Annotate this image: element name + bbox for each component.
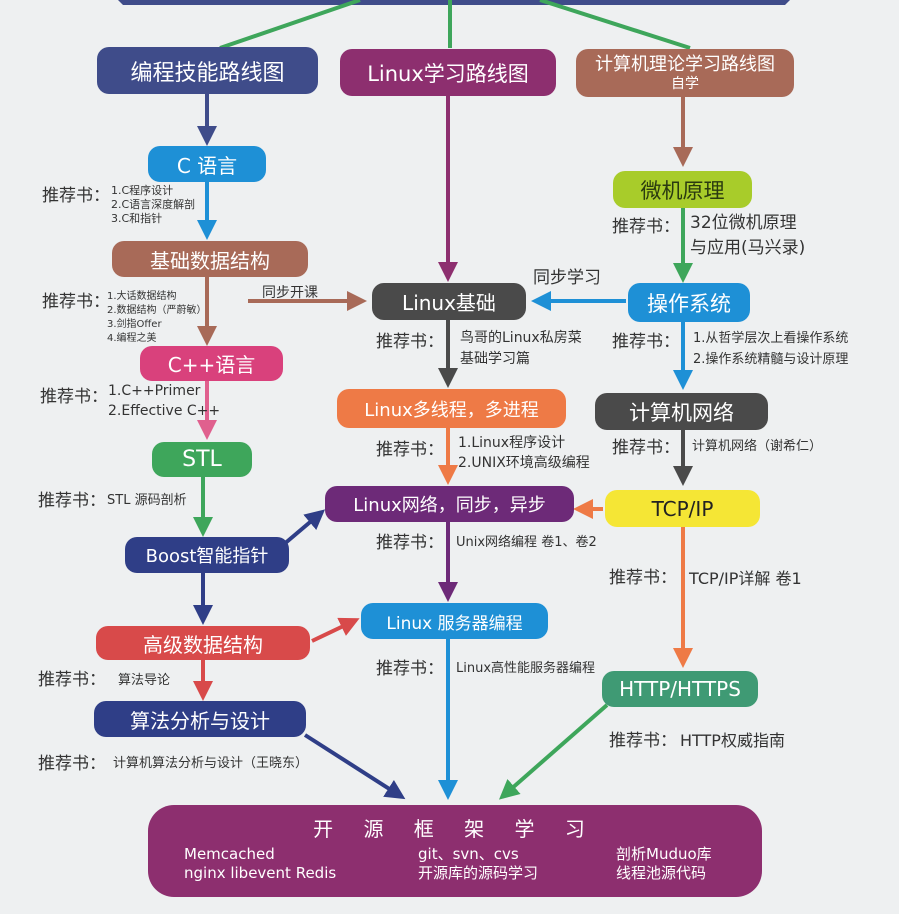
ds-book-1: 1.大话数据结构 [107,291,177,302]
c-book-2: 2.C语言深度解剖 [111,198,196,211]
advanced-data-structures-node: 高级数据结构 [96,626,310,660]
linux-server-node: Linux 服务器编程 [361,603,548,639]
tcpip-book: TCP/IP详解 卷1 [689,569,802,588]
linux-books-list: 鸟哥的Linux私房菜 基础学习篇 [460,328,582,370]
linux-roadmap-node: Linux学习路线图 [340,49,556,96]
open-source-framework-box: 开 源 框 架 学 习 Memcached nginx libevent Red… [148,805,762,897]
col1-line1: Memcached [184,845,275,863]
linux-books-tag: 推荐书： [376,332,444,352]
algo-books-tag: 推荐书： [38,754,106,774]
os-book-1: 1.从哲学层次上看操作系统 [693,331,849,346]
linux-book-2: 基础学习篇 [460,351,530,367]
algorithm-design-node: 算法分析与设计 [94,701,306,737]
linux-mt-book-1: 1.Linux程序设计 [458,435,566,451]
open-source-col3: 剖析Muduo库 线程池源代码 [616,845,712,883]
cpp-book-1: 1.C++Primer [108,383,201,399]
c-language-node: C 语言 [148,146,266,182]
linux-network-node: Linux网络，同步，异步 [325,486,574,522]
http-book: HTTP权威指南 [680,731,785,750]
sync-study-label: 同步学习 [533,268,601,288]
algo-book: 计算机算法分析与设计（王晓东） [113,756,309,771]
micro-books-list: 32位微机原理 与应用(马兴录) [690,211,805,261]
open-source-col1: Memcached nginx libevent Redis [184,845,336,883]
sync-course-label: 同步开课 [262,285,318,301]
ds-books-list: 1.大话数据结构 2.数据结构（严蔚敏） 3.剑指Offer 4.编程之美 [107,290,207,346]
stl-book: STL 源码剖析 [107,493,187,508]
stl-node: STL [152,442,252,477]
os-book-2: 2.操作系统精髓与设计原理 [693,352,849,367]
ds-book-2: 2.数据结构（严蔚敏） [107,305,207,316]
stl-books-tag: 推荐书： [38,491,106,511]
cpp-language-node: C++语言 [140,346,283,381]
open-source-title: 开 源 框 架 学 习 [313,817,597,841]
adv-ds-book: 算法导论 [118,673,171,688]
c-book-1: 1.C程序设计 [111,184,174,197]
cs-theory-title: 计算机理论学习路线图 [595,54,775,75]
ds-books-tag: 推荐书： [42,292,110,312]
os-books-list: 1.从哲学层次上看操作系统 2.操作系统精髓与设计原理 [693,328,848,370]
ds-book-3: 3.剑指Offer [107,319,162,330]
cs-theory-subtitle: 自学 [671,76,699,92]
server-book: Linux高性能服务器编程 [456,661,596,676]
linux-net-books-tag: 推荐书： [376,533,444,553]
cpp-books-tag: 推荐书： [40,387,108,407]
cpp-books-list: 1.C++Primer 2.Effective C++ [108,381,220,421]
cpp-book-2: 2.Effective C++ [108,403,221,419]
tcpip-books-tag: 推荐书： [609,568,677,588]
linux-mt-books-tag: 推荐书： [376,440,444,460]
c-book-3: 3.C和指针 [111,212,163,225]
c-books-tag: 推荐书： [42,186,110,206]
operating-system-node: 操作系统 [628,283,750,322]
boost-smart-pointer-node: Boost智能指针 [125,537,289,573]
col1-line2: nginx libevent Redis [184,864,337,882]
server-books-tag: 推荐书： [376,659,444,679]
linux-multithread-node: Linux多线程，多进程 [337,389,566,428]
http-books-tag: 推荐书： [609,731,677,751]
network-book: 计算机网络（谢希仁） [692,439,823,454]
ds-book-4: 4.编程之美 [107,333,157,344]
linux-net-book: Unix网络编程 卷1、卷2 [456,535,597,550]
cs-theory-roadmap-node: 计算机理论学习路线图 自学 [576,49,794,97]
microcomputer-node: 微机原理 [613,171,752,208]
linux-basics-node: Linux基础 [372,283,526,320]
linux-mt-books-list: 1.Linux程序设计 2.UNIX环境高级编程 [458,433,590,473]
adv-ds-books-tag: 推荐书： [38,670,106,690]
computer-network-node: 计算机网络 [595,393,768,430]
col2-line2: 开源库的源码学习 [418,864,539,882]
micro-book-1: 32位微机原理 [690,213,797,233]
col2-line1: git、svn、cvs [418,845,519,863]
programming-roadmap-node: 编程技能路线图 [97,47,318,94]
c-books-list: 1.C程序设计 2.C语言深度解剖 3.C和指针 [111,184,195,226]
linux-book-1: 鸟哥的Linux私房菜 [460,330,582,346]
micro-book-2: 与应用(马兴录) [690,238,806,258]
os-books-tag: 推荐书： [612,332,680,352]
col3-line1: 剖析Muduo库 [616,845,712,863]
network-books-tag: 推荐书： [612,438,680,458]
http-https-node: HTTP/HTTPS [602,671,758,707]
tcpip-node: TCP/IP [605,490,760,527]
basic-data-structures-node: 基础数据结构 [112,241,308,277]
col3-line2: 线程池源代码 [616,864,707,882]
linux-mt-book-2: 2.UNIX环境高级编程 [458,455,590,471]
open-source-col2: git、svn、cvs 开源库的源码学习 [418,845,538,883]
micro-books-tag: 推荐书： [612,217,680,237]
